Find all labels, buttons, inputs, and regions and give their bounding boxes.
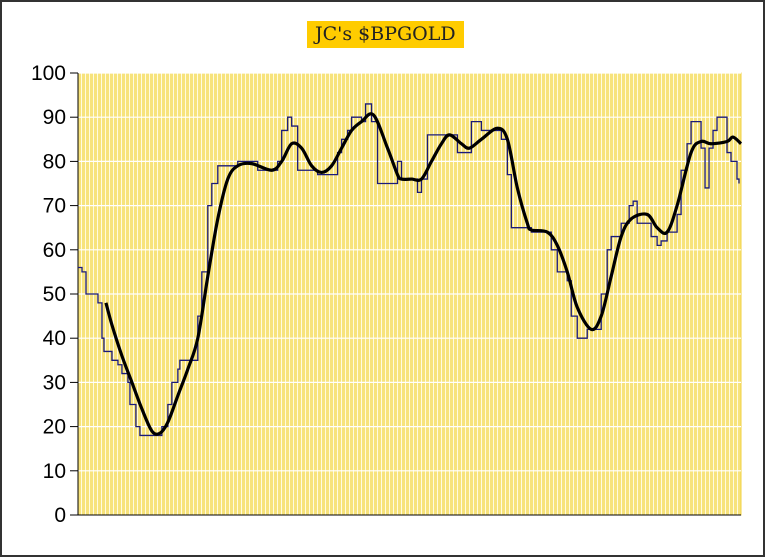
y-tick-label: 90 <box>43 106 66 129</box>
y-tick-label: 0 <box>54 504 66 527</box>
y-tick-label: 10 <box>43 460 66 483</box>
y-tick-label: 80 <box>43 150 66 173</box>
y-tick-label: 40 <box>43 327 66 350</box>
y-tick-label: 20 <box>43 416 66 439</box>
series-smooth-line <box>104 112 743 436</box>
y-tick-label: 30 <box>43 371 66 394</box>
chart-title: JC's $BPGOLD <box>307 21 464 48</box>
y-tick-label: 100 <box>31 62 66 85</box>
y-tick-label: 50 <box>43 283 66 306</box>
y-tick-label: 70 <box>43 195 66 218</box>
y-tick-label: 60 <box>43 239 66 262</box>
